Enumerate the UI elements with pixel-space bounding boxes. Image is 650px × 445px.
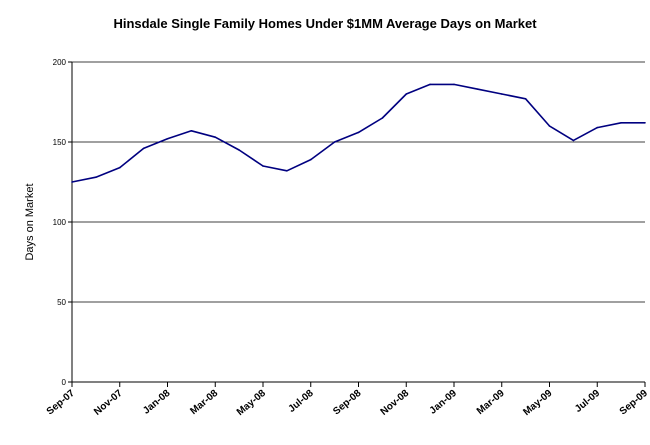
y-tick-label: 200 xyxy=(53,58,67,67)
y-axis-label: Days on Market xyxy=(24,183,36,260)
x-tick-label: Sep-09 xyxy=(618,388,650,418)
x-tick-label: Jan-08 xyxy=(141,388,173,417)
data-point xyxy=(477,88,479,90)
x-tick-label: Nov-07 xyxy=(92,388,125,418)
data-point xyxy=(357,131,360,134)
data-point xyxy=(166,138,169,140)
data-point xyxy=(548,125,551,127)
data-point xyxy=(238,149,240,151)
data-point xyxy=(381,117,384,119)
data-point xyxy=(644,122,646,124)
chart-title: Hinsdale Single Family Homes Under $1MM … xyxy=(113,16,537,31)
data-point xyxy=(286,170,288,172)
x-tick-label: Sep-08 xyxy=(331,388,364,418)
data-point xyxy=(214,136,217,138)
x-tick-label: Jul-08 xyxy=(286,388,316,415)
data-point xyxy=(71,181,73,183)
data-point xyxy=(309,158,312,161)
data-point xyxy=(142,147,145,150)
data-point xyxy=(524,98,527,100)
data-point xyxy=(429,83,431,86)
x-tick-label: Nov-08 xyxy=(379,388,412,418)
data-point xyxy=(453,83,455,86)
data-point xyxy=(118,166,121,169)
x-tick-label: Jan-09 xyxy=(428,388,460,417)
gridlines xyxy=(72,61,645,303)
series-layer xyxy=(71,83,646,183)
y-tick-label: 150 xyxy=(53,138,67,147)
data-point xyxy=(333,141,336,143)
y-tick-label: 100 xyxy=(53,218,67,227)
data-point xyxy=(405,93,408,95)
y-tick-label: 0 xyxy=(62,378,67,387)
data-point xyxy=(572,139,575,142)
x-tick-label: Mar-09 xyxy=(475,388,507,417)
y-tick-label: 50 xyxy=(57,298,66,307)
data-point xyxy=(500,93,503,95)
data-point xyxy=(262,165,264,167)
x-tick-label: May-09 xyxy=(521,388,554,419)
x-tick-label: Mar-08 xyxy=(188,388,220,417)
x-tick-label: Jul-09 xyxy=(573,388,603,415)
data-point xyxy=(190,130,193,132)
data-point xyxy=(620,122,622,124)
x-tick-label: May-08 xyxy=(235,388,268,419)
data-point xyxy=(596,126,599,129)
y-axis-ticks: 0 50 100 150 200 xyxy=(53,58,72,387)
data-point xyxy=(95,176,97,178)
x-axis-ticks: Sep-07 Nov-07 Jan-08 Mar-08 May-08 Jul-08 Sep-… xyxy=(45,382,650,418)
x-tick-label: Sep-07 xyxy=(45,388,78,418)
series-line xyxy=(71,83,645,183)
